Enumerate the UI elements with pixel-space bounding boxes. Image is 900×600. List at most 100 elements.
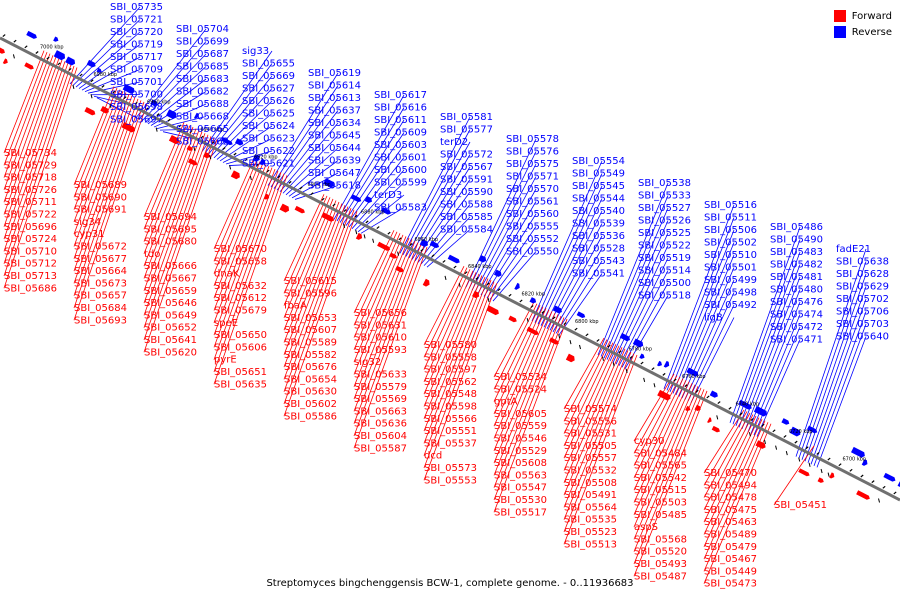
gene-label: SBI_05543	[572, 256, 625, 267]
gene-label: SBI_05472	[770, 322, 823, 333]
gene-label: SBI_05570	[506, 184, 559, 195]
leader-line	[213, 159, 258, 262]
reverse-gene-arrow	[447, 254, 460, 264]
leader-line	[669, 229, 735, 393]
small-feature-mark	[12, 54, 15, 59]
gene-label: gptA	[494, 397, 518, 408]
small-feature-mark	[487, 297, 490, 303]
gene-label: dnaK	[214, 269, 240, 280]
small-feature-mark	[458, 283, 461, 288]
leader-line	[283, 198, 334, 319]
gene-label: SBI_05533	[638, 191, 691, 202]
gene-label: SBI_05702	[836, 294, 889, 305]
leader-line	[423, 272, 477, 395]
gene-label: pyrE	[214, 355, 237, 366]
leader-line	[153, 103, 207, 128]
gene-label: SBI_05501	[704, 263, 757, 274]
gene-label: SBI_05632	[214, 281, 267, 292]
gene-label: SBI_05587	[354, 443, 407, 454]
gene-label: SBI_05654	[284, 374, 337, 385]
leader-line	[3, 61, 66, 240]
forward-gene-arrow	[321, 212, 335, 222]
gene-label: SBI_05564	[564, 502, 617, 513]
leader-line	[143, 123, 188, 230]
gene-label: SBI_05485	[634, 510, 687, 521]
forward-gene-arrow	[829, 472, 835, 479]
gene-label: SBI_05721	[110, 15, 163, 26]
leader-line	[773, 445, 815, 506]
leader-line	[618, 270, 669, 366]
leader-line	[353, 247, 428, 449]
gene-label: SBI_05589	[284, 338, 337, 349]
leader-line	[563, 348, 626, 496]
gene-label: SBI_05470	[704, 468, 757, 479]
leader-line	[687, 304, 735, 402]
gene-label: SBI_05647	[308, 168, 361, 179]
leader-line	[3, 51, 48, 166]
leader-line	[3, 64, 72, 264]
leader-line	[468, 151, 537, 289]
forward-gene-arrow	[230, 170, 240, 180]
gene-label: SBI_05586	[284, 411, 337, 422]
gene-label: SBI_05524	[494, 384, 547, 395]
gene-label: SBI_05481	[770, 272, 823, 283]
gene-label: SBI_05582	[284, 350, 337, 361]
leader-line	[807, 298, 867, 463]
gene-label: SBI_05614	[308, 81, 361, 92]
leader-line	[493, 317, 565, 501]
forward-gene-arrow	[24, 62, 34, 70]
gene-label: SBI_05561	[506, 197, 559, 208]
gene-label: SBI_05670	[214, 244, 267, 255]
leader-line	[353, 230, 395, 314]
leader-line	[213, 164, 267, 299]
gene-label: SBI_05553	[424, 475, 477, 486]
small-feature-mark	[109, 103, 112, 109]
leader-line	[73, 87, 118, 198]
gene-label: SBI_05706	[836, 307, 889, 318]
leader-line	[3, 59, 63, 227]
reverse-gene-arrow	[806, 425, 818, 434]
gene-label: SBI_05519	[638, 253, 691, 264]
gene-label: SBI_05687	[176, 49, 229, 60]
gene-label: SBI_05688	[176, 99, 229, 110]
kbp-tick-label: 6860 kbp	[415, 237, 439, 243]
kbp-tick-label: 6720 kbp	[789, 429, 813, 435]
kbp-tick-label: 6940 kbp	[201, 127, 225, 133]
reverse-gene-arrow	[663, 360, 670, 368]
axis-tick	[695, 389, 699, 393]
leader-line	[144, 66, 207, 123]
leader-line	[353, 231, 398, 326]
axis-tick	[629, 355, 633, 359]
axis-tick	[893, 491, 897, 495]
axis-tick	[662, 372, 666, 376]
axis-tick	[497, 288, 501, 292]
axis-tick	[68, 67, 72, 71]
leader-line	[213, 165, 270, 311]
gene-label: SBI_05636	[354, 419, 407, 430]
axis-tick	[354, 214, 358, 218]
kbp-tick-label: 6820 kbp	[522, 292, 546, 298]
gene-label: SBI_05583	[374, 203, 427, 214]
leader-line	[563, 351, 632, 520]
leader-line	[210, 88, 273, 157]
gene-label: SBI_05510	[704, 250, 757, 261]
reverse-gene-arrow	[419, 239, 428, 248]
gene-label: SBI_05522	[638, 241, 691, 252]
gene-label: SBI_05650	[214, 330, 267, 341]
gene-label: SBI_05720	[110, 27, 163, 38]
gene-label: SBI_05502	[704, 238, 757, 249]
reverse-gene-arrow	[86, 59, 96, 68]
forward-gene-arrow	[168, 134, 180, 145]
axis-tick	[123, 96, 127, 100]
leader-line	[423, 270, 474, 383]
axis-tick	[222, 147, 226, 150]
axis-tick	[178, 124, 182, 128]
gene-label: SBI_05607	[284, 325, 337, 336]
gene-label: SBI_05575	[506, 159, 559, 170]
kbp-tick-label: 6920 kbp	[254, 154, 278, 160]
leader-line	[549, 235, 603, 331]
leader-line	[703, 412, 751, 498]
axis-tick	[420, 248, 424, 252]
gene-label: SBI_05579	[354, 382, 407, 393]
kbp-tick-label: 6700 kbp	[843, 456, 867, 462]
